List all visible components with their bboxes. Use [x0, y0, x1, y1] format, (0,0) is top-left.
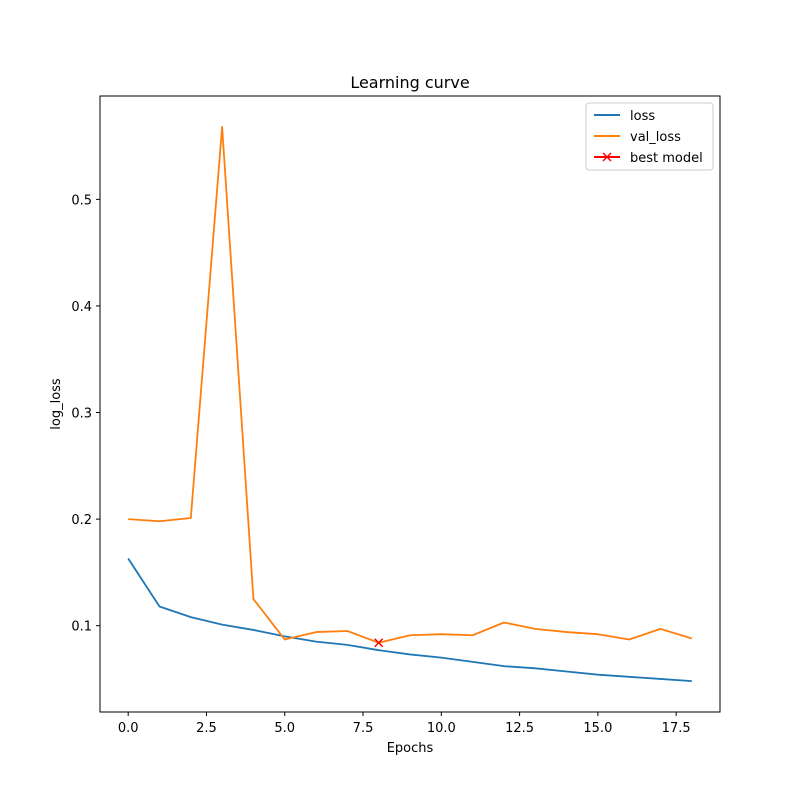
x-axis: 0.0 2.5 5.0 7.5 10.0 12.5 15.0 17.5	[118, 712, 691, 736]
x-tick-label: 7.5	[353, 721, 374, 736]
x-tick-label: 15.0	[583, 721, 612, 736]
x-tick-label: 2.5	[196, 721, 217, 736]
y-tick-label: 0.5	[71, 193, 92, 208]
x-tick-label: 12.5	[505, 721, 534, 736]
y-tick-label: 0.2	[71, 513, 92, 528]
x-tick-label: 0.0	[118, 721, 139, 736]
legend-label: best model	[630, 151, 703, 166]
y-tick-label: 0.4	[71, 300, 92, 315]
y-tick-label: 0.1	[71, 620, 92, 635]
legend-item: loss	[594, 109, 655, 124]
x-tick-label: 10.0	[427, 721, 456, 736]
series-layer	[127, 126, 693, 682]
marker-layer	[374, 638, 384, 648]
series-line-val-loss	[128, 126, 693, 644]
legend-label: val_loss	[630, 130, 681, 145]
legend-label: loss	[630, 109, 655, 124]
legend-swatch	[594, 152, 620, 162]
legend-item: val_loss	[594, 130, 681, 145]
legend-box	[585, 102, 714, 171]
x-tick-label: 5.0	[274, 721, 295, 736]
y-axis: 0.1 0.2 0.3 0.4 0.5	[71, 193, 100, 635]
y-tick-label: 0.3	[71, 407, 92, 422]
x-tick-label: 17.5	[662, 721, 691, 736]
plot-area	[99, 95, 721, 713]
axes-frame	[99, 95, 721, 713]
x-axis-label: Epochs	[387, 741, 434, 756]
y-axis-label: log_loss	[49, 378, 64, 430]
best-model-marker	[374, 638, 384, 648]
chart-title: Learning curve	[350, 73, 469, 92]
legend-item: best model	[594, 151, 703, 166]
series-line-loss	[127, 558, 692, 682]
